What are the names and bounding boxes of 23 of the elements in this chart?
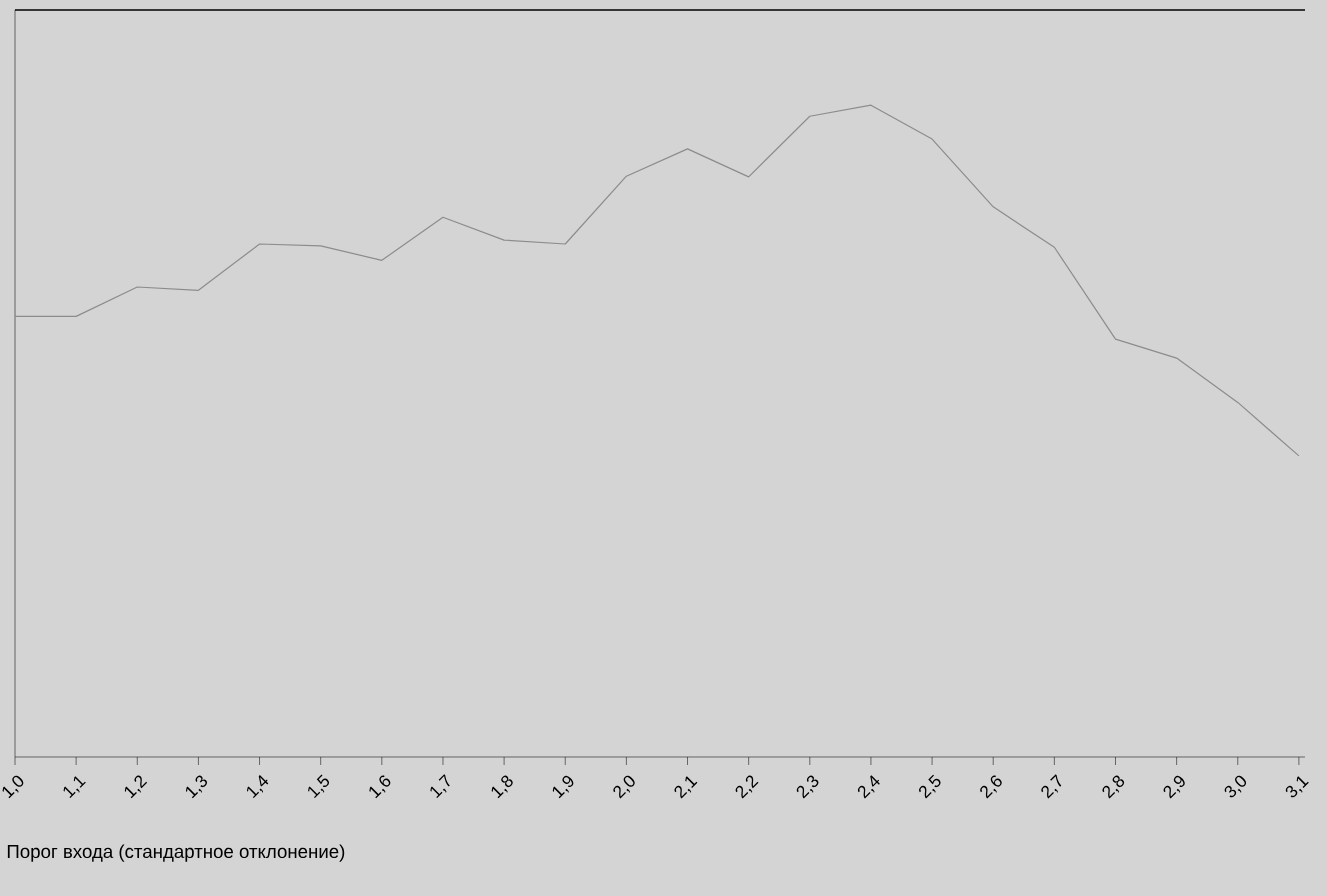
x-tick-label: 2,0 [613, 775, 635, 799]
x-tick-label: 2,7 [1041, 774, 1062, 799]
x-tick-label: 3,0 [1224, 775, 1247, 798]
x-tick-label: 1,8 [491, 775, 513, 799]
x-tick-label: 1,0 [2, 775, 24, 799]
x-tick-label: 3,1 [1285, 776, 1309, 798]
x-tick-label: 1,4 [246, 775, 269, 799]
x-tick-label: 1,1 [63, 776, 86, 799]
x-tick-label: 1,2 [124, 775, 148, 799]
x-tick-label: 2,5 [919, 774, 941, 799]
x-axis-title: Порог входа (стандартное отклонение) [7, 844, 345, 862]
x-tick-label: 2,9 [1163, 775, 1185, 799]
x-tick-label: 1,6 [369, 775, 391, 799]
x-tick-label: 2,3 [796, 775, 819, 799]
x-tick-label: 1,7 [430, 774, 450, 799]
x-tick-label: 2,1 [674, 776, 698, 799]
x-tick-label: 1,5 [308, 774, 330, 799]
x-tick-label: 1,9 [552, 775, 574, 799]
x-tick-label: 2,2 [735, 775, 759, 799]
x-tick-label: 2,4 [857, 775, 880, 799]
x-tick-label: 2,6 [980, 775, 1002, 799]
x-tick-label: 1,3 [185, 775, 208, 799]
x-tick-label: 2,8 [1102, 775, 1125, 799]
